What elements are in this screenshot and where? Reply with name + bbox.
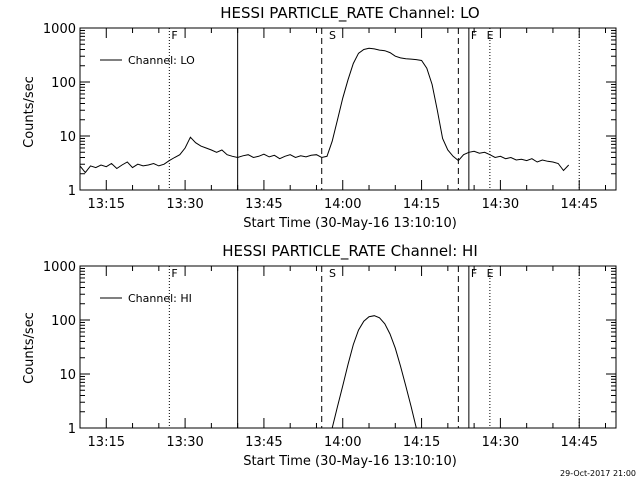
plot-frame-hi (79, 265, 617, 429)
y-axis-label-lo: Counts/sec (22, 76, 37, 148)
chart-title-hi: HESSI PARTICLE_RATE Channel: HI (222, 242, 478, 261)
marker-label-lo: F (471, 29, 477, 42)
x-tick-label-hi: 14:15 (403, 435, 440, 450)
marker-lines-hi (168, 266, 580, 428)
x-tick-label-hi: 13:30 (166, 435, 203, 450)
x-ticks-lo: 13:15 13:30 13:45 14:00 14:15 14:30 14:45 (79, 28, 606, 212)
panel-hi: HESSI PARTICLE_RATE Channel: HI Counts/s… (22, 242, 617, 469)
y-tick-label-lo: 1 (68, 184, 76, 199)
x-tick-label-lo: 14:00 (324, 197, 361, 212)
marker-label-lo: F (171, 29, 177, 42)
series-line-hi (331, 315, 417, 429)
legend-label-hi: Channel: HI (128, 292, 192, 305)
x-tick-label-lo: 13:30 (166, 197, 203, 212)
y-ticks-lo: 1 10 100 1000 (43, 22, 616, 199)
y-tick-label-hi: 1000 (43, 260, 76, 275)
y-tick-label-hi: 1 (68, 422, 76, 437)
x-axis-label-lo: Start Time (30-May-16 13:10:10) (243, 216, 457, 231)
x-tick-label-lo: 13:15 (88, 197, 125, 212)
marker-label-hi: S (329, 267, 336, 280)
y-tick-label-lo: 100 (51, 76, 76, 91)
legend-label-lo: Channel: LO (128, 54, 195, 67)
plot-frame-lo (79, 27, 617, 191)
y-tick-label-hi: 10 (59, 368, 76, 383)
x-tick-label-lo: 14:45 (560, 197, 597, 212)
marker-label-lo: E (487, 29, 494, 42)
y-tick-label-lo: 1000 (43, 22, 76, 37)
series-line-lo (79, 47, 570, 174)
y-ticks-hi: 1 10 100 1000 (43, 260, 616, 437)
x-tick-label-hi: 13:15 (88, 435, 125, 450)
x-tick-label-hi: 14:45 (560, 435, 597, 450)
marker-label-hi: F (171, 267, 177, 280)
footer-date: 29-Oct-2017 21:00 (560, 469, 636, 478)
x-axis-label-hi: Start Time (30-May-16 13:10:10) (243, 454, 457, 469)
chart-title-lo: HESSI PARTICLE_RATE Channel: LO (220, 4, 479, 23)
x-tick-label-lo: 13:45 (245, 197, 282, 212)
panel-lo: HESSI PARTICLE_RATE Channel: LO Counts/s… (22, 4, 617, 231)
x-tick-label-hi: 14:00 (324, 435, 361, 450)
series-hi (331, 315, 417, 429)
x-tick-label-lo: 14:30 (482, 197, 519, 212)
x-tick-label-hi: 13:45 (245, 435, 282, 450)
y-tick-label-hi: 100 (51, 314, 76, 329)
x-tick-label-hi: 14:30 (482, 435, 519, 450)
marker-label-lo: S (329, 29, 336, 42)
x-ticks-hi: 13:15 13:30 13:45 14:00 14:15 14:30 14:45 (79, 266, 606, 450)
y-axis-label-hi: Counts/sec (22, 312, 37, 384)
marker-label-hi: F (471, 267, 477, 280)
marker-lines-lo (168, 28, 580, 190)
x-tick-label-lo: 14:15 (403, 197, 440, 212)
marker-label-hi: E (487, 267, 494, 280)
series-lo (79, 47, 570, 174)
y-tick-label-lo: 10 (59, 130, 76, 145)
